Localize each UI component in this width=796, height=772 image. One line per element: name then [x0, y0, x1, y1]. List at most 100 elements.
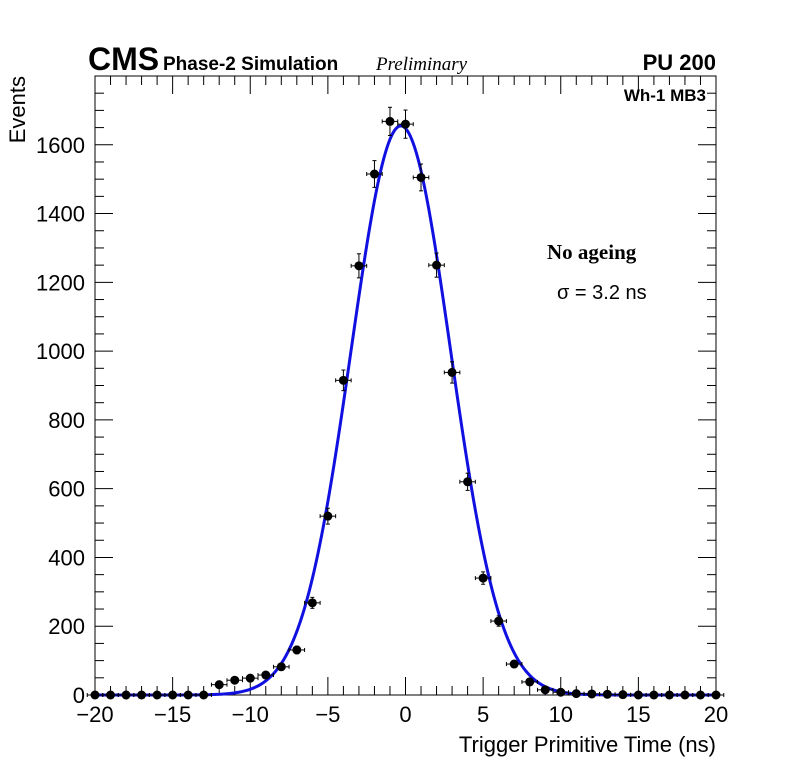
pileup-label: PU 200 — [643, 50, 716, 75]
data-marker — [121, 690, 131, 700]
x-tick-label: 20 — [704, 702, 728, 727]
data-marker — [152, 690, 162, 700]
data-marker — [478, 573, 488, 583]
x-tick-label: 5 — [477, 702, 489, 727]
data-point — [474, 571, 492, 585]
data-point — [241, 673, 259, 683]
data-marker — [307, 598, 317, 608]
data-marker — [199, 690, 209, 700]
x-tick-label: −15 — [154, 702, 191, 727]
data-point — [521, 677, 538, 687]
data-marker — [432, 260, 442, 270]
data-marker — [602, 689, 612, 699]
data-marker — [245, 673, 255, 683]
data-point — [599, 689, 616, 699]
data-marker — [711, 690, 721, 700]
data-point — [428, 252, 445, 278]
region-label: Wh-1 MB3 — [624, 86, 706, 105]
data-marker — [106, 690, 116, 700]
x-tick-label: 15 — [626, 702, 650, 727]
data-marker — [416, 172, 426, 182]
data-point — [505, 659, 523, 669]
data-point — [273, 662, 290, 672]
data-marker — [168, 690, 178, 700]
data-marker — [137, 690, 147, 700]
x-tick-label: −20 — [76, 702, 113, 727]
y-tick-label: 200 — [48, 614, 85, 639]
data-point — [614, 690, 632, 700]
data-marker — [463, 477, 473, 487]
data-point — [707, 690, 725, 700]
data-marker — [556, 687, 566, 697]
data-point — [133, 690, 150, 700]
data-point — [304, 596, 321, 609]
y-tick-label: 400 — [48, 545, 85, 570]
y-tick-label: 0 — [73, 683, 85, 708]
data-point — [288, 645, 306, 655]
data-point — [366, 160, 383, 188]
data-marker — [183, 690, 193, 700]
data-marker — [633, 690, 643, 700]
x-tick-label: 0 — [399, 702, 411, 727]
x-tick-label: −5 — [315, 702, 340, 727]
data-point — [102, 690, 119, 700]
data-points-group — [86, 106, 725, 700]
data-point — [350, 253, 368, 279]
x-axis-title: Trigger Primitive Time (ns) — [459, 732, 716, 757]
data-marker — [214, 680, 224, 690]
data-point — [661, 690, 678, 700]
data-marker — [90, 690, 100, 700]
cms-label: CMS — [88, 41, 159, 77]
data-marker — [680, 690, 690, 700]
data-point — [490, 615, 507, 627]
x-tick-label: 10 — [549, 702, 573, 727]
data-point — [443, 361, 461, 384]
data-marker — [338, 375, 348, 385]
data-marker — [369, 169, 379, 179]
data-marker — [695, 690, 705, 700]
data-point — [319, 507, 337, 525]
data-point — [536, 685, 554, 695]
data-marker — [354, 261, 364, 271]
y-tick-label: 600 — [48, 477, 85, 502]
data-point — [257, 670, 275, 680]
preliminary-label: Preliminary — [375, 54, 468, 75]
data-marker — [292, 645, 302, 655]
data-point — [583, 689, 601, 699]
subtitle-label: Phase-2 Simulation — [163, 54, 338, 75]
data-marker — [276, 662, 286, 672]
y-tick-label: 800 — [48, 408, 85, 433]
data-marker — [494, 616, 504, 626]
data-point — [226, 675, 243, 685]
data-point — [164, 690, 181, 700]
data-marker — [618, 690, 628, 700]
data-marker — [649, 690, 659, 700]
sigma-label: σ = 3.2 ns — [557, 282, 647, 304]
data-marker — [401, 119, 410, 129]
data-marker — [587, 689, 597, 699]
data-point — [676, 690, 694, 700]
fit-curve-group — [95, 124, 716, 697]
data-point — [412, 163, 430, 192]
data-point — [86, 690, 104, 700]
data-point — [381, 106, 399, 136]
data-point — [148, 690, 166, 700]
condition-label: No ageing — [547, 240, 637, 264]
gaussian-fit-curve — [95, 124, 716, 697]
data-point — [568, 689, 585, 699]
data-point — [552, 687, 570, 697]
data-marker — [385, 116, 395, 126]
data-point — [117, 690, 135, 700]
data-marker — [664, 690, 674, 700]
data-point — [645, 690, 663, 700]
y-tick-label: 1000 — [36, 339, 85, 364]
data-marker — [230, 675, 240, 685]
data-marker — [261, 670, 271, 680]
plot-frame — [94, 75, 717, 696]
data-point — [630, 690, 647, 700]
data-marker — [540, 685, 550, 695]
data-point — [195, 690, 212, 700]
data-marker — [571, 689, 581, 699]
data-point — [397, 109, 414, 139]
data-marker — [509, 659, 519, 669]
